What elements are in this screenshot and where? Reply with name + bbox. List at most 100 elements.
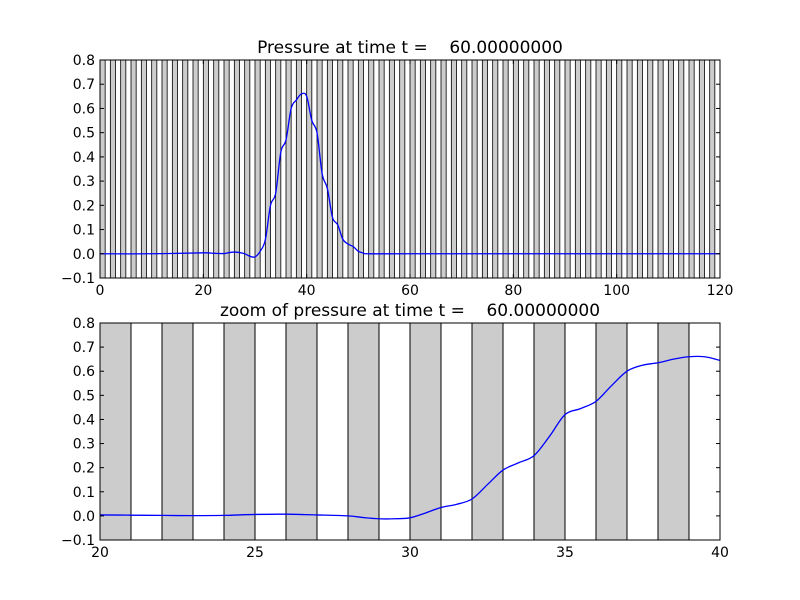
y-tick-label: 0.0 [73, 247, 95, 263]
y-tick-label: 0.7 [73, 77, 95, 93]
cell-band [667, 59, 674, 279]
cell-band [440, 59, 447, 279]
y-tick-label: 0.5 [73, 388, 95, 404]
cell-band [471, 59, 478, 279]
cell-band [295, 59, 302, 279]
cell-band [409, 59, 416, 279]
cell-band [533, 59, 540, 279]
cell-band [202, 59, 209, 279]
x-tick-label: 35 [556, 545, 574, 561]
cell-band [388, 59, 395, 279]
x-tick-label: 40 [298, 283, 316, 299]
cell-band [285, 59, 292, 279]
cell-band [244, 59, 251, 279]
cell-band [698, 59, 705, 279]
chart-title: Pressure at time t = 60.00000000 [257, 38, 563, 58]
cell-band [657, 59, 664, 279]
cell-band [326, 59, 333, 279]
cell-band [657, 322, 690, 541]
cell-band [347, 322, 380, 541]
x-tick-label: 80 [504, 283, 522, 299]
y-tick-label: −0.1 [61, 533, 95, 549]
y-tick-label: 0.6 [73, 101, 95, 117]
cell-band [616, 59, 623, 279]
pressure-panel: 0 20 40 60 80 100 120 −0.1 0.0 0.1 0.2 0.3 0.4 0.5 0.6… [61, 38, 733, 299]
pressure-line [99, 92, 720, 258]
y-tick-label: 0.0 [73, 509, 95, 525]
cell-band [533, 322, 566, 541]
cell-band [223, 322, 256, 541]
cell-band [636, 59, 643, 279]
cell-band [161, 59, 168, 279]
cell-band [564, 59, 571, 279]
cell-band [554, 59, 561, 279]
cell-band [213, 59, 220, 279]
y-tick-label: 0.7 [73, 340, 95, 356]
cell-band [688, 59, 695, 279]
cell-band [409, 322, 442, 541]
cell-band [264, 59, 271, 279]
chart-title: zoom of pressure at time t = 60.00000000 [220, 301, 600, 321]
cell-band [285, 322, 318, 541]
x-tick-label: 120 [707, 283, 734, 299]
cell-band [399, 59, 406, 279]
y-tick-label: 0.2 [73, 198, 95, 214]
cell-band [99, 59, 106, 279]
cell-band [471, 322, 504, 541]
y-tick-label: 0.1 [73, 223, 95, 239]
cell-band [223, 59, 230, 279]
y-tick-label: 0.1 [73, 485, 95, 501]
x-tick-label: 0 [96, 283, 105, 299]
cell-band [461, 59, 468, 279]
y-tick-label: 0.3 [73, 174, 95, 190]
y-tick-label: 0.3 [73, 437, 95, 453]
y-tick-label: 0.4 [73, 412, 95, 428]
x-tick-label: 40 [711, 545, 729, 561]
cell-band [171, 59, 178, 279]
y-tick-label: 0.2 [73, 461, 95, 477]
x-tick-label: 20 [91, 545, 109, 561]
cell-band [130, 59, 137, 279]
cell-band [368, 59, 375, 279]
cell-band [512, 59, 519, 279]
cell-band [192, 59, 199, 279]
cell-band [254, 59, 261, 279]
x-tick-label: 100 [603, 283, 630, 299]
cell-band [161, 322, 194, 541]
y-tick-label: 0.6 [73, 364, 95, 380]
cell-band [419, 59, 426, 279]
cell-band [151, 59, 158, 279]
x-tick-label: 30 [401, 545, 419, 561]
cell-band [585, 59, 592, 279]
cell-band [523, 59, 530, 279]
cell-band [450, 59, 457, 279]
cell-band [605, 59, 612, 279]
cell-band [233, 59, 240, 279]
cell-band [306, 59, 313, 279]
y-tick-label: 0.8 [73, 53, 95, 69]
cell-band [109, 59, 116, 279]
cell-band [678, 59, 685, 279]
cell-band [647, 59, 654, 279]
cell-band [378, 59, 385, 279]
cell-band [140, 59, 147, 279]
cell-band [543, 59, 550, 279]
cell-band [182, 59, 189, 279]
cell-band [481, 59, 488, 279]
cell-band [595, 322, 628, 541]
y-tick-label: −0.1 [61, 271, 95, 287]
cell-band [357, 59, 364, 279]
cell-band [502, 59, 509, 279]
x-tick-label: 20 [194, 283, 212, 299]
cell-band [492, 59, 499, 279]
cell-band [430, 59, 437, 279]
y-tick-label: 0.5 [73, 126, 95, 142]
cell-band [120, 59, 127, 279]
cell-band [99, 322, 132, 541]
cell-band [337, 59, 344, 279]
cell-band [574, 59, 581, 279]
cell-band [709, 59, 716, 279]
x-tick-label: 60 [401, 283, 419, 299]
